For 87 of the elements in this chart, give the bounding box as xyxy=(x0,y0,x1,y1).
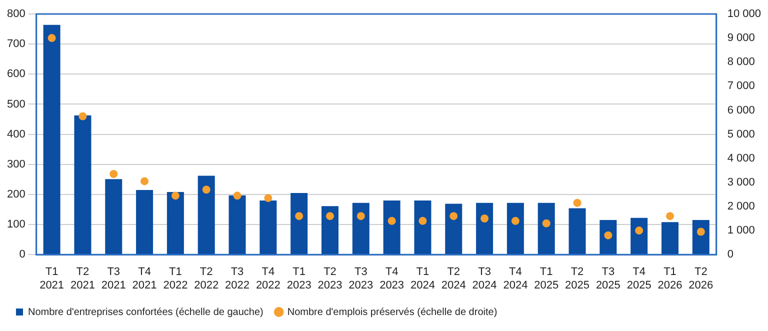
point xyxy=(696,228,705,236)
y2-tick-label: 3 000 xyxy=(727,176,755,188)
x-tick-label: T1 2024 xyxy=(410,266,435,292)
x-tick-label: T4 2023 xyxy=(380,266,404,292)
bar xyxy=(568,208,586,254)
x-tick-label: T1 2021 xyxy=(40,266,64,292)
y-tick-label: 500 xyxy=(6,98,26,110)
y2-tick-label: 5 000 xyxy=(727,128,755,140)
bar xyxy=(43,24,60,254)
bar xyxy=(352,202,370,254)
y2-tick-label: 2 000 xyxy=(727,200,755,213)
y2-tick-label: 9 000 xyxy=(727,32,755,44)
point xyxy=(140,177,149,186)
x-tick-label: T1 2022 xyxy=(163,266,188,292)
bar xyxy=(445,204,462,254)
x-tick-label: T2 2026 xyxy=(688,266,714,292)
point xyxy=(233,192,242,200)
point xyxy=(326,212,334,220)
x-tick-label: T2 2025 xyxy=(565,266,590,292)
y2-tick-label: 10 000 xyxy=(727,8,762,20)
x-tick-label: T2 2021 xyxy=(70,266,95,292)
y-tick-label: 100 xyxy=(6,218,26,231)
point xyxy=(388,216,396,225)
y2-tick-label: 0 xyxy=(727,248,734,261)
point xyxy=(356,212,365,220)
x-tick-label: T4 2024 xyxy=(503,266,528,292)
point xyxy=(78,112,87,120)
point xyxy=(542,219,550,228)
x-tick-label: T3 2021 xyxy=(101,266,126,292)
x-tick-label: T4 2025 xyxy=(626,266,652,292)
y2-tick-label: 4 000 xyxy=(727,152,755,164)
bar xyxy=(166,192,184,254)
x-tick-label: T3 2025 xyxy=(596,266,620,292)
bar xyxy=(506,202,524,254)
bar xyxy=(260,200,277,254)
x-tick-label: T3 2022 xyxy=(225,266,250,292)
point xyxy=(48,34,56,42)
legend-label: Nombre d'emplois préservés (échelle de droite) xyxy=(287,306,498,318)
x-tick-label: T2 2023 xyxy=(318,266,342,292)
point xyxy=(264,194,272,202)
bar xyxy=(600,220,617,254)
bar xyxy=(228,195,246,254)
bar xyxy=(538,202,555,254)
y-tick-label: 300 xyxy=(6,158,26,170)
x-tick-label: T1 2025 xyxy=(534,266,559,292)
y2-tick-label: 8 000 xyxy=(727,56,755,68)
bar xyxy=(383,200,400,254)
bar xyxy=(74,115,92,254)
bar xyxy=(290,192,308,254)
legend-label: Nombre d'entreprises confortées (échelle de gauche) xyxy=(28,306,264,318)
bar xyxy=(692,220,710,254)
y-tick-label: 700 xyxy=(6,38,26,50)
point xyxy=(202,186,210,194)
x-tick-label: T2 2024 xyxy=(441,266,466,292)
bar xyxy=(105,179,122,254)
point xyxy=(635,226,644,235)
y2-tick-label: 7 000 xyxy=(727,80,755,92)
y-tick-label: 200 xyxy=(6,188,26,200)
point xyxy=(295,212,304,220)
x-tick-label: T2 2022 xyxy=(194,266,219,292)
point xyxy=(480,214,489,223)
bar xyxy=(476,202,494,254)
x-tick-label: T3 2024 xyxy=(472,266,497,292)
bar xyxy=(414,200,432,254)
x-tick-label: T1 2023 xyxy=(286,266,312,292)
y-tick-label: 400 xyxy=(6,128,26,140)
point xyxy=(110,170,118,178)
y-tick-label: 0 xyxy=(19,248,26,261)
y2-tick-label: 6 000 xyxy=(727,104,755,116)
bar xyxy=(630,218,648,254)
bar xyxy=(661,222,678,254)
bar xyxy=(198,176,215,254)
x-tick-label: T1 2026 xyxy=(658,266,682,292)
point xyxy=(511,216,520,225)
x-tick-label: T4 2021 xyxy=(132,266,157,292)
bar xyxy=(136,190,154,254)
point xyxy=(171,192,180,200)
point xyxy=(418,216,427,225)
y2-tick-label: 1 000 xyxy=(727,224,755,237)
point xyxy=(666,212,674,220)
bar xyxy=(321,206,338,254)
y-tick-label: 600 xyxy=(6,68,26,80)
y-tick-label: 800 xyxy=(6,8,26,20)
point xyxy=(450,212,458,220)
x-tick-label: T3 2023 xyxy=(348,266,374,292)
point xyxy=(573,198,582,207)
x-tick-label: T4 2022 xyxy=(256,266,280,292)
